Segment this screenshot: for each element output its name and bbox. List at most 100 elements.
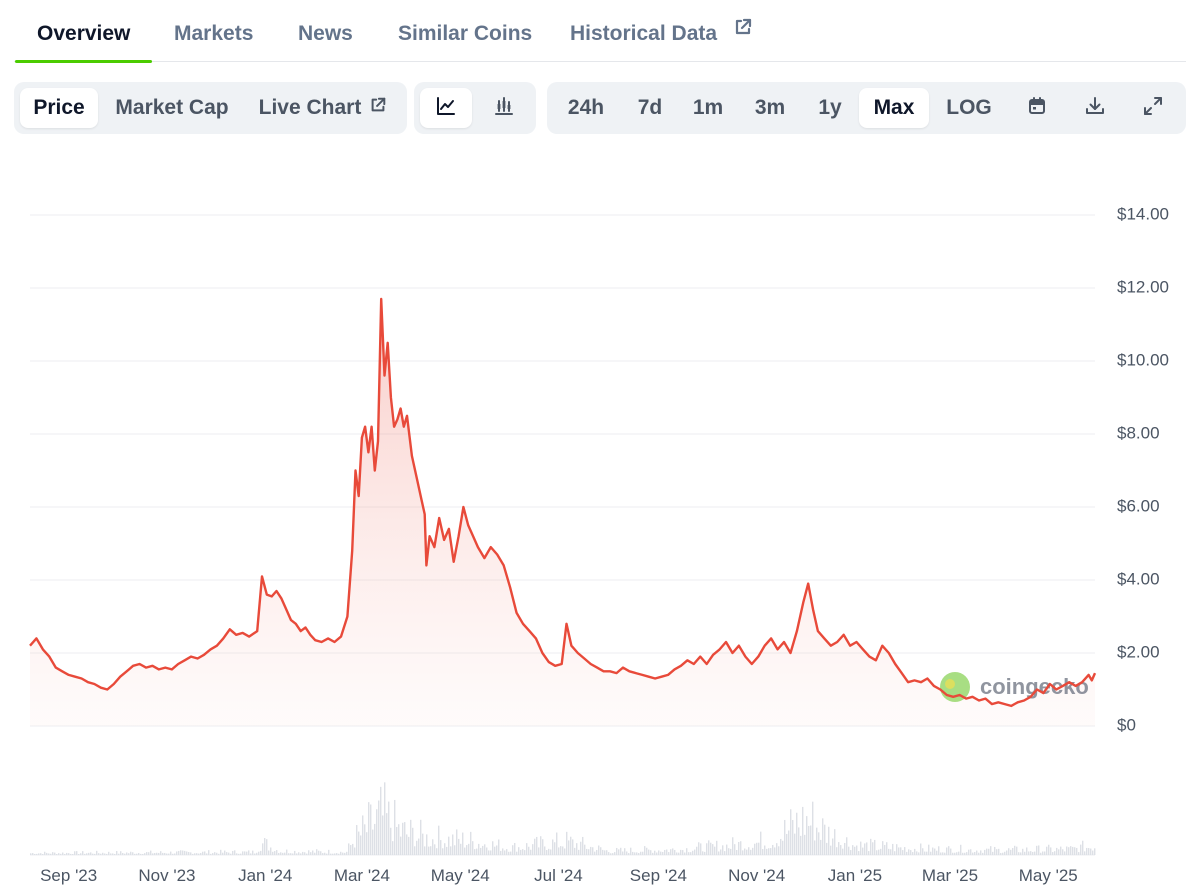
volume-bar [894,851,896,855]
volume-bar [98,853,100,855]
external-link-icon [369,86,387,126]
price-chart[interactable]: coingecko $14.00 $12.00 $10.00 $8.00 $6.00 $4… [0,140,1200,895]
volume-bar [38,853,40,855]
volume-bar [538,847,540,855]
volume-bar [520,849,522,855]
volume-bar [872,842,874,855]
volume-bar [444,843,446,855]
volume-bar [736,849,738,855]
tab-similar-coins[interactable]: Similar Coins [398,0,532,62]
volume-bar [452,834,454,855]
range-1m-button[interactable]: 1m [683,88,733,128]
volume-bar [252,850,254,855]
volume-bar [360,835,362,855]
log-scale-button[interactable]: LOG [937,88,1001,128]
volume-bar [68,853,70,855]
volume-bar [590,846,592,855]
volume-bar [106,853,108,855]
volume-bar [888,848,890,855]
volume-bar [794,833,796,855]
volume-bar [658,850,660,855]
range-7d-button[interactable]: 7d [625,88,675,128]
volume-bar [654,850,656,855]
volume-bar [88,852,90,855]
volume-bar [632,851,634,855]
volume-bar [554,842,556,855]
volume-bar [528,846,530,855]
volume-bar [112,853,114,855]
volume-bar [542,839,544,855]
volume-bar [720,849,722,855]
volume-bar [348,843,350,855]
volume-bar [706,843,708,855]
volume-bar [1080,844,1082,855]
live-chart-button[interactable]: Live Chart [252,88,394,128]
volume-bar [708,840,710,855]
volume-bar [1048,844,1050,855]
volume-bar [650,850,652,855]
calendar-button[interactable] [1015,88,1059,128]
volume-bar [764,845,766,855]
volume-bar [1000,852,1002,855]
volume-bar [350,845,352,855]
volume-bar [490,850,492,855]
volume-bar [140,853,142,855]
volume-bar [456,829,458,855]
tab-historical-data[interactable]: Historical Data [570,0,753,62]
volume-bar [218,853,220,855]
tab-markets[interactable]: Markets [174,0,253,62]
volume-bar [208,850,210,855]
volume-bar [1008,848,1010,855]
volume-bar [616,847,618,855]
volume-bar [962,852,964,855]
volume-bar [346,851,348,855]
line-chart-button[interactable] [420,88,472,128]
range-3m-button[interactable]: 3m [745,88,795,128]
range-1y-button[interactable]: 1y [805,88,855,128]
x-tick-label: Sep '24 [630,866,687,885]
candlestick-chart-button[interactable] [478,88,530,128]
volume-bar [64,853,66,855]
volume-bar [258,851,260,855]
volume-bar [244,851,246,855]
volume-bar [964,852,966,855]
volume-bar [480,847,482,855]
volume-bar [828,826,830,855]
volume-bar [246,851,248,855]
volume-bar [904,847,906,855]
volume-bar [858,851,860,855]
volume-bar [728,848,730,855]
volume-bar [832,838,834,855]
volume-bar [364,824,366,855]
volume-bar [816,827,818,855]
volume-bar [714,846,716,855]
tab-overview[interactable]: Overview [14,0,153,63]
volume-bar [598,845,600,855]
volume-bar [1068,847,1070,855]
volume-bar [978,852,980,855]
volume-bar [946,847,948,855]
download-button[interactable] [1073,88,1117,128]
volume-bar [638,853,640,855]
volume-bar [370,804,372,855]
range-max-button[interactable]: Max [859,88,929,128]
volume-bar [1056,847,1058,855]
volume-bar [494,846,496,855]
volume-bar [462,832,464,855]
volume-bar [408,836,410,855]
fullscreen-button[interactable] [1131,88,1175,128]
volume-bar [742,850,744,855]
tab-news[interactable]: News [298,0,353,62]
volume-bar [972,852,974,855]
volume-bar [278,852,280,855]
volume-bar [648,849,650,855]
volume-bar [876,850,878,855]
volume-bar [608,852,610,855]
volume-bar [678,852,680,855]
volume-bar [674,849,676,855]
volume-bar [640,851,642,855]
range-24h-button[interactable]: 24h [555,88,617,128]
price-button[interactable]: Price [20,88,98,128]
metric-selector: Price Market Cap Live Chart [14,82,407,134]
market-cap-button[interactable]: Market Cap [106,88,238,128]
